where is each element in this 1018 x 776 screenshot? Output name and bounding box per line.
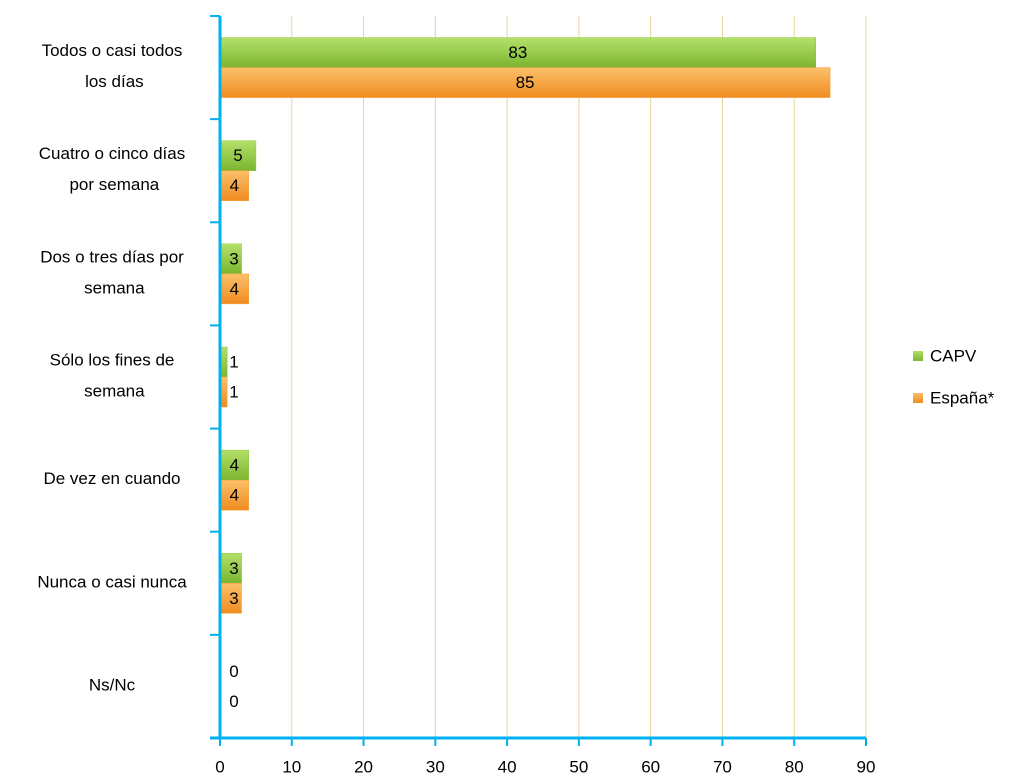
bar — [219, 37, 817, 68]
data-label: 4 — [230, 486, 239, 505]
x-tick-label: 40 — [498, 757, 517, 776]
data-label: 1 — [229, 382, 238, 401]
y-tick-label: Nunca o casi nunca — [37, 573, 187, 592]
data-label: 3 — [229, 249, 238, 268]
data-label: 4 — [230, 176, 239, 195]
x-tick-label: 30 — [426, 757, 445, 776]
data-label: 83 — [508, 43, 527, 62]
x-tick-label: 80 — [785, 757, 804, 776]
y-tick-label: Sólo los fines de semana — [50, 351, 175, 401]
x-tick-label: 50 — [569, 757, 588, 776]
data-label: 4 — [230, 456, 239, 475]
legend-label: España* — [930, 388, 995, 407]
data-label: 0 — [229, 662, 238, 681]
y-tick-label: Dos o tres días por semana — [40, 248, 184, 298]
data-label: 1 — [229, 352, 238, 371]
y-tick-label: Ns/Nc — [89, 676, 136, 695]
y-tick-label: De vez en cuando — [43, 470, 180, 489]
x-tick-label: 20 — [354, 757, 373, 776]
legend-swatch — [913, 351, 923, 361]
x-tick-label: 90 — [857, 757, 876, 776]
x-tick-label: 60 — [641, 757, 660, 776]
data-label: 5 — [233, 146, 242, 165]
x-tick-label: 70 — [713, 757, 732, 776]
data-label: 3 — [229, 559, 238, 578]
legend-swatch — [913, 393, 923, 403]
x-tick-label: 0 — [215, 757, 224, 776]
x-tick-label: 10 — [282, 757, 301, 776]
data-label: 0 — [229, 692, 238, 711]
bar — [219, 170, 249, 201]
data-label: 4 — [230, 279, 239, 298]
legend-label: CAPV — [930, 346, 977, 365]
bar — [219, 479, 249, 511]
y-tick-label: Todos o casi todos los días — [42, 42, 183, 92]
bar — [219, 449, 249, 481]
bar — [219, 67, 831, 98]
y-tick-label: Cuatro o cinco días por semana — [39, 145, 185, 195]
data-label: 85 — [516, 73, 535, 92]
data-label: 3 — [229, 589, 238, 608]
